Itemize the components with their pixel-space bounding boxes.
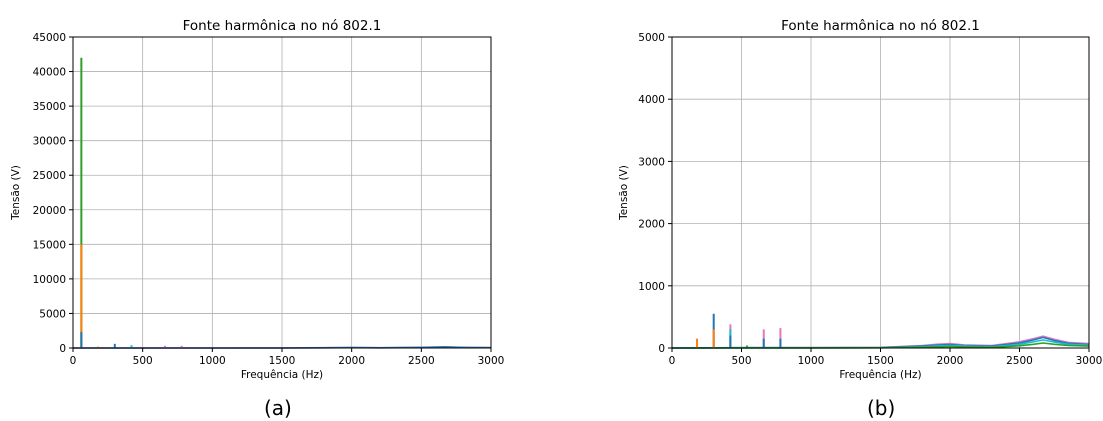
x-tick-label: 2000 bbox=[338, 355, 365, 367]
y-tick-label: 25000 bbox=[33, 170, 66, 182]
y-tick-label: 35000 bbox=[33, 101, 66, 113]
chart-panel-b: 0 500 1000 1500 2000 2500 3000 0 1000 2000 3000 400… bbox=[618, 18, 1102, 381]
x-tick-label: 1500 bbox=[269, 355, 296, 367]
y-axis-label: Tensão (V) bbox=[10, 165, 22, 221]
x-axis-label: Frequência (Hz) bbox=[241, 369, 323, 381]
y-tick-label: 0 bbox=[59, 343, 66, 355]
x-tick-label: 0 bbox=[70, 355, 77, 367]
chart-title: Fonte harmônica no nó 802.1 bbox=[781, 18, 980, 34]
chart-panel-a: 0 500 1000 1500 2000 2500 30000500010000150002… bbox=[10, 18, 504, 381]
y-tick-label: 3000 bbox=[638, 156, 665, 168]
x-tick-label: 1000 bbox=[199, 355, 226, 367]
y-tick-label: 4000 bbox=[638, 94, 665, 106]
x-tick-label: 3000 bbox=[478, 355, 505, 367]
x-tick-label: 1500 bbox=[867, 355, 894, 367]
y-tick-label: 5000 bbox=[39, 308, 66, 320]
x-axis-label: Frequência (Hz) bbox=[839, 369, 921, 381]
x-tick-label: 0 bbox=[669, 355, 676, 367]
y-tick-label: 10000 bbox=[33, 274, 66, 286]
x-tick-label: 2500 bbox=[408, 355, 435, 367]
y-tick-label: 1000 bbox=[638, 281, 665, 293]
panel-label-b: (b) bbox=[867, 396, 896, 420]
x-tick-label: 2000 bbox=[937, 355, 964, 367]
x-tick-label: 2500 bbox=[1006, 355, 1033, 367]
y-tick-label: 20000 bbox=[33, 205, 66, 217]
x-tick-label: 1000 bbox=[798, 355, 825, 367]
y-tick-label: 45000 bbox=[33, 32, 66, 44]
y-tick-label: 0 bbox=[658, 343, 665, 355]
y-tick-label: 40000 bbox=[33, 67, 66, 79]
panel-label-a: (a) bbox=[264, 396, 292, 420]
y-tick-label: 15000 bbox=[33, 239, 66, 251]
chart-title: Fonte harmônica no nó 802.1 bbox=[183, 18, 382, 34]
x-tick-label: 500 bbox=[133, 355, 153, 367]
x-tick-label: 3000 bbox=[1076, 355, 1103, 367]
y-tick-label: 30000 bbox=[33, 136, 66, 148]
y-axis-label: Tensão (V) bbox=[618, 165, 630, 221]
x-tick-label: 500 bbox=[731, 355, 751, 367]
y-tick-label: 2000 bbox=[638, 219, 665, 231]
y-tick-label: 5000 bbox=[638, 32, 665, 44]
